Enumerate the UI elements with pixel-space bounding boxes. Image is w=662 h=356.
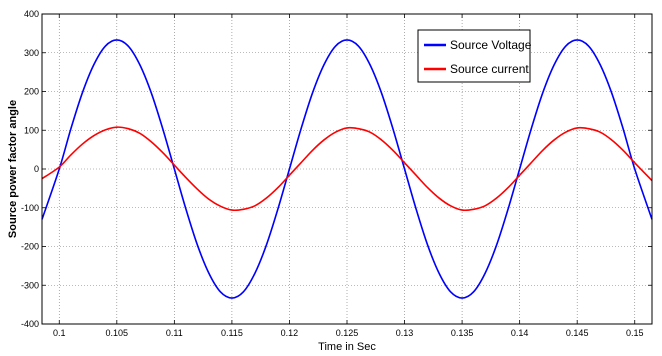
- y-tick-label: 300: [24, 48, 39, 58]
- x-tick-label: 0.15: [626, 328, 644, 338]
- y-tick-label: 100: [24, 125, 39, 135]
- x-axis: 0.1 0.105 0.11 0.115 0.12 0.125 0.13 0.135 0.14 0…: [53, 14, 644, 338]
- series-source-voltage: [41, 39, 653, 299]
- y-tick-label: -100: [21, 203, 39, 213]
- x-tick-label: 0.11: [166, 328, 183, 338]
- x-tick-label: 0.135: [451, 328, 474, 338]
- y-axis-label: Source power factor angle: [7, 100, 19, 238]
- x-tick-label: 0.105: [106, 328, 129, 338]
- legend-box: [417, 29, 531, 83]
- x-tick-label: 0.13: [396, 328, 414, 338]
- x-tick-label: 0.125: [336, 328, 359, 338]
- y-tick-label: -300: [21, 280, 39, 290]
- legend: Source Voltage Source current: [417, 29, 532, 83]
- series-layer: [41, 39, 653, 299]
- series-source-current: [41, 126, 653, 212]
- x-tick-label: 0.12: [281, 328, 299, 338]
- x-tick-label: 0.115: [221, 328, 243, 338]
- legend-label-voltage: Source Voltage: [450, 38, 532, 52]
- x-tick-label: 0.1: [53, 328, 66, 338]
- y-tick-label: 400: [24, 9, 39, 19]
- x-tick-label: 0.14: [511, 328, 529, 338]
- legend-label-current: Source current: [450, 62, 529, 76]
- y-tick-label: 0: [34, 164, 39, 174]
- x-tick-label: 0.145: [566, 328, 589, 338]
- x-axis-label: Time in Sec: [318, 341, 376, 353]
- y-tick-label: -200: [21, 242, 39, 252]
- y-axis: -400 -300 -200 -100 0 100 200 300 400: [21, 9, 652, 329]
- plot-area: [42, 14, 652, 324]
- y-tick-label: 200: [24, 87, 39, 97]
- y-tick-label: -400: [21, 319, 39, 329]
